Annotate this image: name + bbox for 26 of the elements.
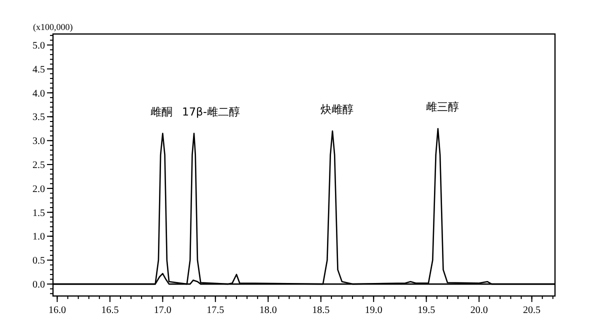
y-tick-label: 0.0 bbox=[32, 280, 45, 291]
y-tick-label: 2.5 bbox=[32, 160, 45, 172]
annotation: 雌三醇 bbox=[426, 100, 459, 114]
x-tick-label: 16.5 bbox=[101, 305, 119, 316]
y-tick-label: 1.0 bbox=[32, 232, 45, 243]
y-tick-label: 0.5 bbox=[32, 256, 45, 267]
y-tick-label: 1.5 bbox=[32, 208, 45, 219]
x-tick-label: 20.5 bbox=[523, 305, 541, 316]
x-tick-label: 16.0 bbox=[48, 305, 66, 316]
x-tick-label: 18.0 bbox=[259, 305, 277, 316]
x-tick-label: 19.0 bbox=[364, 305, 382, 316]
y-axis-title: (x100,000) bbox=[33, 22, 73, 32]
x-tick-label: 18.5 bbox=[312, 305, 330, 316]
annotation: 17β-雌二醇 bbox=[182, 105, 240, 118]
y-tick-label: 3.5 bbox=[32, 112, 45, 124]
x-tick-label: 17.5 bbox=[206, 305, 224, 316]
annotation: 炔雌醇 bbox=[320, 103, 354, 116]
x-tick-label: 19.5 bbox=[418, 305, 436, 316]
y-tick-label: 2.0 bbox=[32, 184, 45, 195]
x-tick-label: 20.0 bbox=[470, 305, 488, 316]
annotation: 雌酮 bbox=[150, 105, 173, 118]
y-tick-label: 3.0 bbox=[32, 136, 45, 148]
y-tick-label: 4.0 bbox=[32, 88, 45, 100]
x-tick-label: 17.0 bbox=[154, 305, 172, 316]
y-tick-label: 4.5 bbox=[32, 64, 45, 76]
y-tick-label: 5.0 bbox=[32, 40, 45, 52]
